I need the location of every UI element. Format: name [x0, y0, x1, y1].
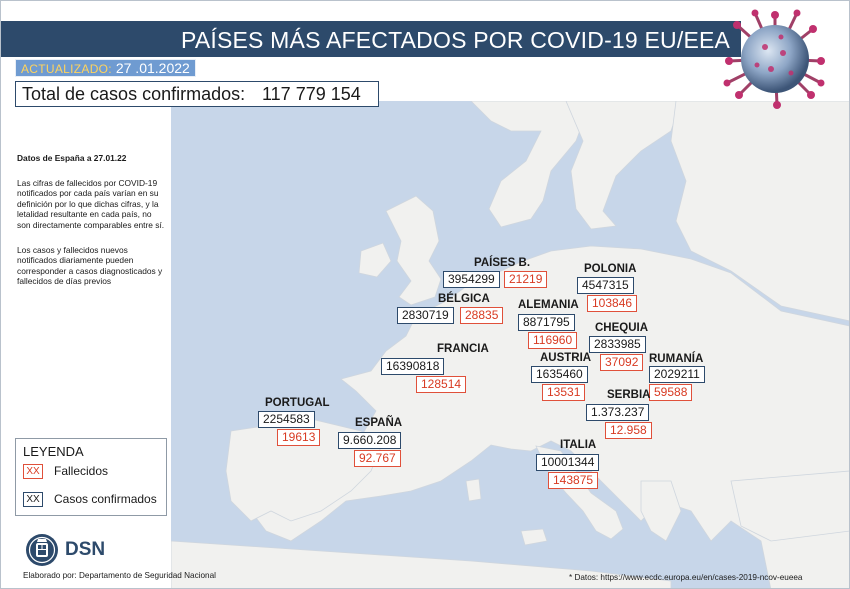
cases-belgium: 2830719 — [397, 307, 454, 324]
cases-portugal: 2254583 — [258, 411, 315, 428]
legend-deaths-label: Fallecidos — [54, 464, 109, 478]
header-bar — [1, 21, 741, 57]
total-cases-label: Total de casos confirmados: — [22, 84, 246, 104]
notes-heading: Datos de España a 27.01.22 — [17, 153, 127, 163]
legend-deaths-swatch: XX — [23, 464, 43, 479]
deaths-portugal: 19613 — [277, 429, 321, 446]
cases-poland: 4547315 — [577, 277, 634, 294]
footer-credit: Elaborado por: Departamento de Seguridad… — [23, 571, 216, 580]
deaths-czechia: 37092 — [600, 354, 644, 371]
country-name-romania: RUMANÍA — [649, 353, 704, 365]
cases-austria: 1635460 — [531, 366, 588, 383]
country-name-france: FRANCIA — [437, 343, 489, 355]
deaths-germany: 116960 — [528, 332, 578, 349]
cases-czechia: 2833985 — [589, 336, 646, 353]
total-cases-value: 117 779 154 — [262, 84, 361, 104]
notes-panel: Datos de España a 27.01.22 Las cifras de… — [17, 153, 167, 297]
cases-serbia: 1.373.237 — [586, 404, 650, 421]
country-name-italy: ITALIA — [560, 439, 597, 451]
dsn-emblem-icon — [25, 533, 59, 567]
deaths-romania: 59588 — [649, 384, 693, 401]
country-name-germany: ALEMANIA — [518, 299, 579, 311]
legend: LEYENDA XX Fallecidos XX Casos confirmad… — [15, 438, 167, 516]
deaths-belgium: 28835 — [460, 307, 504, 324]
total-cases-box: Total de casos confirmados: 117 779 154 — [15, 81, 379, 107]
coronavirus-illustration — [721, 7, 829, 111]
country-name-portugal: PORTUGAL — [265, 397, 330, 409]
country-name-poland: POLONIA — [584, 263, 637, 275]
deaths-serbia: 12.958 — [605, 422, 652, 439]
legend-title: LEYENDA — [23, 444, 84, 459]
cases-italy: 10001344 — [536, 454, 600, 471]
deaths-italy: 143875 — [548, 472, 599, 489]
deaths-netherlands: 21219 — [504, 271, 548, 288]
country-name-czechia: CHEQUIA — [595, 322, 649, 334]
legend-cases-label: Casos confirmados — [54, 492, 157, 506]
cases-netherlands: 3954299 — [443, 271, 500, 288]
updated-date-badge: ACTUALIZADO: 27 .01.2022 — [15, 59, 196, 77]
footer-source: * Datos: https://www.ecdc.europa.eu/en/c… — [569, 573, 803, 582]
notes-paragraph-definitions: Las cifras de fallecidos por COVID-19 no… — [17, 177, 165, 230]
deaths-austria: 13531 — [542, 384, 586, 401]
country-name-belgium: BÉLGICA — [438, 293, 490, 305]
deaths-france: 128514 — [416, 376, 467, 393]
updated-label: ACTUALIZADO: — [21, 62, 112, 76]
country-name-austria: AUSTRIA — [540, 352, 592, 364]
deaths-poland: 103846 — [587, 295, 638, 312]
cases-romania: 2029211 — [649, 366, 705, 383]
updated-date: 27 .01.2022 — [115, 60, 190, 76]
cases-spain: 9.660.208 — [338, 432, 402, 449]
country-name-spain: ESPAÑA — [355, 417, 403, 429]
legend-cases-swatch: XX — [23, 492, 43, 507]
cases-germany: 8871795 — [518, 314, 575, 331]
notes-paragraph-reporting: Los casos y fallecidos nuevos notificado… — [17, 244, 163, 287]
europe-map — [171, 101, 849, 588]
page-title: PAÍSES MÁS AFECTADOS POR COVID-19 EU/EEA — [181, 27, 731, 53]
country-name-netherlands: PAÍSES B. — [474, 257, 531, 269]
cases-france: 16390818 — [381, 358, 445, 375]
country-name-serbia: SERBIA — [607, 389, 651, 401]
dsn-logo-text: DSN — [65, 539, 106, 560]
deaths-spain: 92.767 — [354, 450, 401, 467]
